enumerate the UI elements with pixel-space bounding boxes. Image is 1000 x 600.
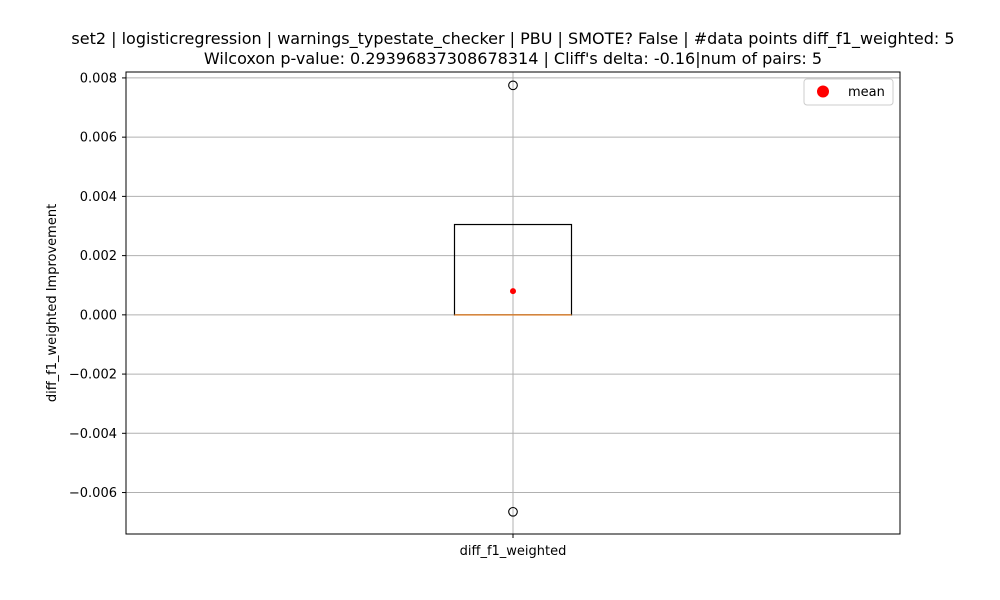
box-elements bbox=[453, 80, 573, 517]
y-tick-label: −0.002 bbox=[69, 368, 117, 383]
y-axis-label: diff_f1_weighted Improvement bbox=[45, 204, 60, 402]
y-tick-label: −0.004 bbox=[69, 427, 117, 442]
chart-title-line-2: Wilcoxon p-value: 0.29396837308678314 | … bbox=[204, 49, 822, 68]
x-tick-label: diff_f1_weighted bbox=[460, 544, 567, 559]
y-tick-label: 0.002 bbox=[80, 249, 117, 264]
mean-marker bbox=[510, 288, 516, 295]
y-tick-label: 0.008 bbox=[80, 71, 117, 86]
legend-mean-marker bbox=[817, 85, 829, 98]
y-ticks: −0.006 −0.004 −0.002 0.000 0.002 0.004 0.006 0.… bbox=[69, 71, 126, 501]
legend-frame bbox=[803, 78, 894, 106]
legend: mean bbox=[803, 78, 894, 106]
chart-title-line-1: set2 | logisticregression | warnings_typ… bbox=[71, 29, 954, 49]
y-tick-label: 0.000 bbox=[80, 308, 117, 323]
x-ticks: diff_f1_weighted bbox=[460, 534, 567, 559]
grid-lines bbox=[126, 72, 900, 534]
outlier-point bbox=[508, 80, 518, 91]
y-tick-label: 0.006 bbox=[80, 131, 117, 146]
legend-mean-label: mean bbox=[848, 85, 885, 100]
y-tick-label: 0.004 bbox=[80, 190, 117, 205]
y-tick-label: −0.006 bbox=[69, 486, 117, 501]
outlier-point bbox=[508, 506, 518, 517]
